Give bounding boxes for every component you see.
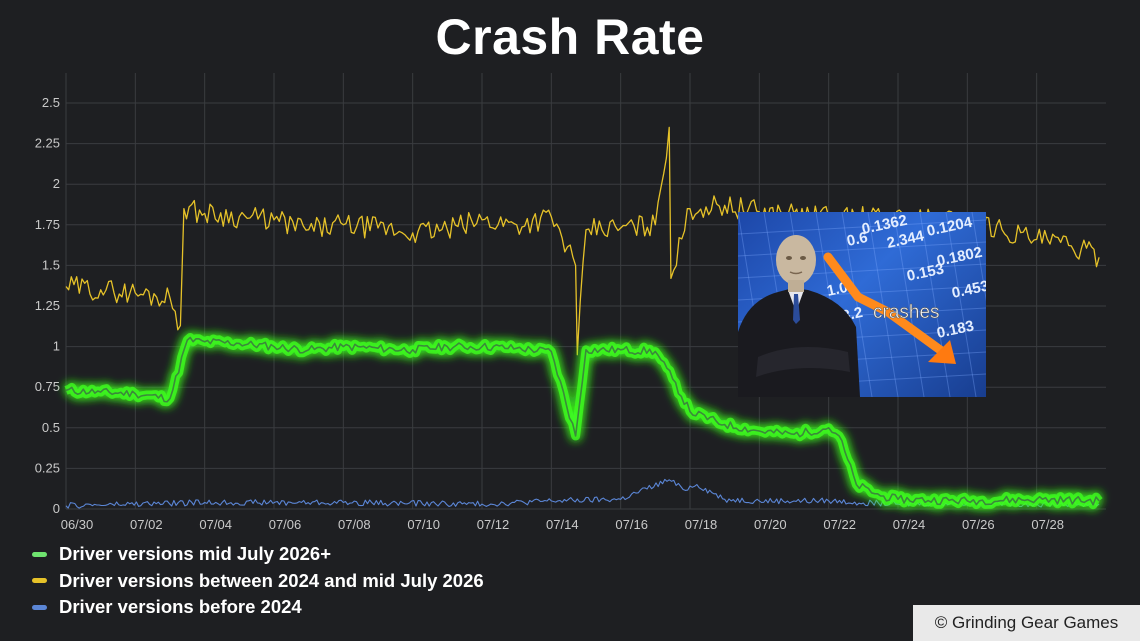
- board-gridline: [945, 212, 977, 397]
- x-tick-label: 06/30: [61, 517, 94, 532]
- board-number: 0.453: [950, 277, 986, 301]
- y-tick-label: 0.25: [35, 460, 60, 475]
- y-tick-label: 0.75: [35, 379, 60, 394]
- legend-swatch-yellow: [32, 578, 47, 584]
- x-tick-label: 07/10: [407, 517, 440, 532]
- y-axis-ticks: 0 0.25 0.5 0.75 1 1.25 1.5 1.75 2 2.25 2.5: [35, 95, 60, 516]
- x-tick-label: 07/18: [685, 517, 718, 532]
- down-arrow-icon: [823, 252, 956, 364]
- x-axis-ticks: 06/30 07/02 07/04 07/06 07/08 07/10 07/12 07/14…: [61, 517, 1064, 532]
- board-gridline: [893, 212, 925, 397]
- board-number: 0.6: [845, 229, 869, 250]
- x-tick-label: 07/16: [615, 517, 648, 532]
- board-number: 0.153: [905, 260, 945, 284]
- y-tick-label: 2.5: [42, 95, 60, 110]
- meme-illustration: 2.344 0.12040.18020.1530.60.4531.00.1830.…: [738, 212, 986, 397]
- legend-label: Driver versions mid July 2026+: [59, 543, 331, 565]
- x-tick-label: 07/14: [546, 517, 579, 532]
- x-tick-label: 07/02: [130, 517, 163, 532]
- y-tick-label: 1.5: [42, 257, 60, 272]
- board-gridline: [738, 263, 986, 279]
- legend-swatch-green: [32, 551, 47, 557]
- chart-title: Crash Rate: [435, 9, 705, 65]
- copyright-credit: © Grinding Gear Games: [913, 605, 1140, 641]
- x-tick-label: 07/20: [754, 517, 787, 532]
- series-line-yellow: [65, 126, 1100, 356]
- series-line-green: [65, 336, 1100, 506]
- y-tick-label: 1.25: [35, 298, 60, 313]
- x-tick-label: 07/28: [1031, 517, 1064, 532]
- legend-item-before-2024: Driver versions before 2024: [32, 594, 484, 621]
- x-tick-label: 07/04: [199, 517, 232, 532]
- board-gridline: [919, 212, 951, 397]
- x-tick-label: 07/12: [477, 517, 510, 532]
- y-tick-label: 1.75: [35, 217, 60, 232]
- legend: Driver versions mid July 2026+ Driver ve…: [32, 541, 484, 621]
- y-tick-label: 0: [53, 501, 60, 516]
- legend-item-mid-july-2026: Driver versions mid July 2026+: [32, 541, 484, 568]
- board-gridline: [971, 212, 986, 302]
- stonks-meme-image: 2.344 0.1204 0.1802 0.153 0.6 0.453 1.0 0.183 0.…: [738, 212, 986, 397]
- x-tick-label: 07/26: [962, 517, 995, 532]
- x-tick-label: 07/06: [269, 517, 302, 532]
- meme-caption: crashes: [873, 302, 940, 323]
- y-tick-label: 0.5: [42, 420, 60, 435]
- series-lines: [64, 126, 1103, 510]
- x-tick-label: 07/08: [338, 517, 371, 532]
- y-tick-label: 2: [53, 176, 60, 191]
- legend-label: Driver versions before 2024: [59, 596, 302, 618]
- board-gridline: [841, 212, 873, 397]
- board-gridline: [738, 219, 986, 235]
- board-number: 0.183: [935, 317, 975, 341]
- y-tick-label: 1: [53, 339, 60, 354]
- x-tick-label: 07/22: [823, 517, 856, 532]
- x-tick-label: 07/24: [893, 517, 926, 532]
- meme-man-figure: [738, 235, 860, 397]
- y-tick-label: 2.25: [35, 136, 60, 151]
- legend-item-2024-to-mid-july-2026: Driver versions between 2024 and mid Jul…: [32, 568, 484, 595]
- legend-swatch-blue: [32, 604, 47, 610]
- legend-label: Driver versions between 2024 and mid Jul…: [59, 569, 484, 591]
